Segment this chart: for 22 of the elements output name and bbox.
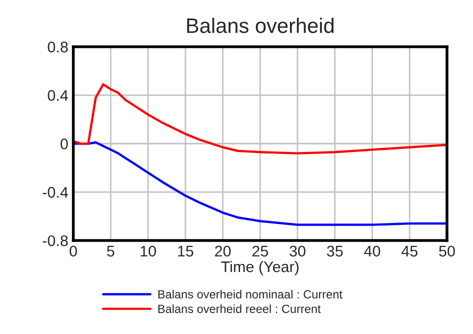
x-tick-label: 10 [140, 246, 156, 257]
y-tick-label: -0.8 [42, 235, 68, 246]
x-tick-label: 25 [252, 246, 268, 257]
legend-label: Balans overheid nominaal : Current [158, 290, 342, 299]
y-tick-label: 0.8 [48, 42, 68, 52]
y-tick-label: 0.4 [48, 90, 68, 101]
y-tick-label: -0.4 [42, 186, 68, 198]
line-series [73, 141, 447, 226]
x-tick-label: 35 [326, 246, 343, 257]
x-tick-label: 50 [439, 246, 455, 257]
x-axis-title: Time (Year) [221, 260, 299, 276]
x-tick-label: 20 [215, 246, 231, 257]
x-tick-label: 15 [178, 246, 194, 257]
x-tick-label: 30 [290, 246, 306, 257]
line-series [73, 83, 447, 154]
x-tick-label: 45 [401, 246, 418, 257]
x-tick-label: 40 [364, 246, 380, 257]
x-tick-label: 5 [107, 246, 114, 257]
chart-title: Balans overheid [187, 18, 334, 34]
legend-label: Balans overheid reeel : Current [158, 304, 321, 314]
x-tick-label: 0 [70, 246, 77, 257]
y-tick-label: 0 [60, 138, 68, 150]
